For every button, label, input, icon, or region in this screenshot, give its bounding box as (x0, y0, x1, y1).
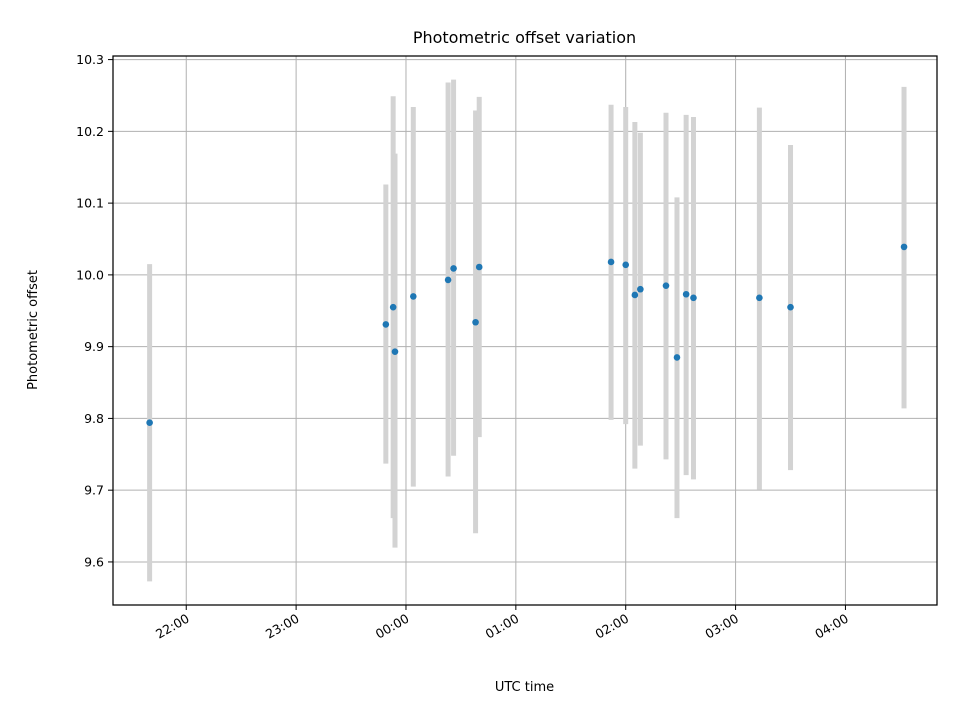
data-point (391, 348, 399, 355)
data-point (787, 303, 794, 311)
x-tick-label: 00:00 (373, 611, 412, 642)
data-point (450, 265, 457, 272)
y-tick-label: 10.0 (76, 267, 104, 282)
data-point (756, 294, 763, 302)
chart-title: Photometric offset variation (413, 28, 636, 47)
x-axis-label: UTC time (495, 680, 554, 695)
x-tick-label: 03:00 (702, 611, 741, 642)
x-tick-label: 22:00 (153, 611, 192, 642)
y-tick-label: 9.7 (84, 483, 104, 498)
data-point (607, 258, 615, 266)
data-point (382, 321, 390, 328)
x-tick-label: 04:00 (812, 611, 851, 642)
y-tick-label: 10.2 (76, 124, 104, 139)
data-point (475, 263, 483, 271)
data-point (900, 243, 908, 251)
data-point (410, 293, 417, 300)
plot-frame (112, 55, 938, 606)
error-bars (147, 79, 907, 582)
y-tick-label: 9.9 (84, 339, 104, 354)
grid (113, 56, 937, 605)
y-axis-label: Photometric offset (26, 270, 41, 390)
x-tick-label: 01:00 (483, 611, 522, 642)
data-point (690, 294, 697, 302)
data-point (622, 261, 630, 269)
y-tick-label: 9.8 (84, 411, 104, 426)
data-point (637, 285, 644, 293)
data-point (444, 276, 452, 284)
x-tick-label: 23:00 (263, 611, 302, 642)
data-point (662, 282, 670, 289)
y-tick-label: 9.6 (84, 554, 104, 569)
data-point (472, 318, 479, 326)
data-points (146, 243, 908, 427)
data-point (146, 419, 153, 427)
data-point (682, 290, 690, 298)
y-tick-label: 10.1 (76, 196, 104, 211)
data-point (673, 354, 681, 361)
data-point (631, 291, 639, 299)
y-tick-label: 10.3 (76, 52, 104, 67)
x-tick-label: 02:00 (593, 611, 632, 642)
data-point (389, 303, 397, 311)
y-axis-ticks: 9.6 9.7 9.8 9.9 10.0 10.1 10.2 10.3 (76, 52, 113, 569)
x-axis-ticks: 22:00 23:00 00:00 01:00 02:00 03:00 04:00 (153, 605, 851, 642)
